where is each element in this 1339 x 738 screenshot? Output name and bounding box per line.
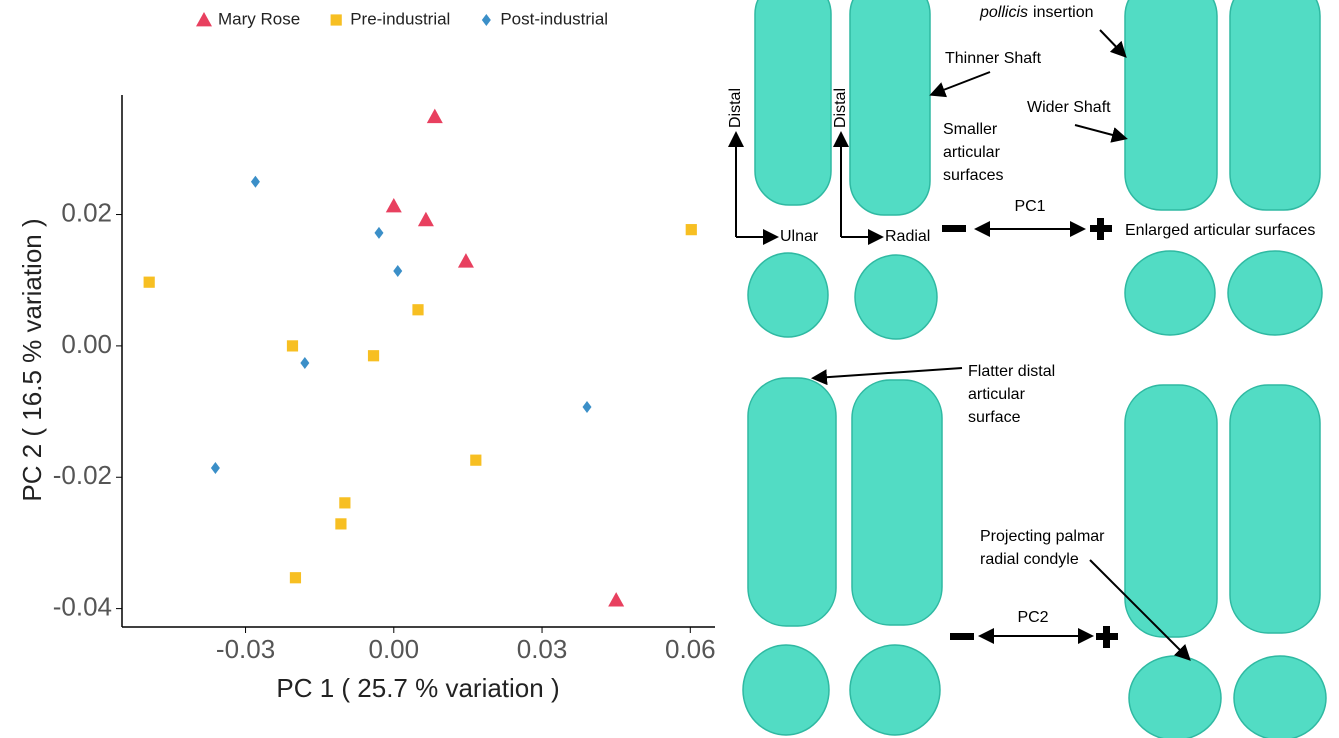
bone-end: [743, 645, 829, 735]
pointer: [815, 368, 962, 378]
annotation: surface: [968, 409, 1021, 426]
legend-marker: [482, 14, 491, 26]
legend-label: Pre-industrial: [350, 9, 450, 28]
annotation: articular: [943, 144, 1001, 161]
point: [458, 253, 474, 267]
point: [374, 227, 383, 239]
y-tick-label: -0.02: [53, 460, 112, 490]
bone-end: [1228, 251, 1322, 335]
bone-end: [748, 253, 828, 337]
annotation: Projecting palmar: [980, 528, 1105, 545]
x-tick-label: -0.03: [216, 634, 275, 664]
pc-label: PC1: [1014, 198, 1045, 215]
point: [386, 198, 402, 212]
axis-label: Distal: [832, 88, 849, 128]
point: [412, 304, 423, 315]
y-tick-label: -0.04: [53, 591, 112, 621]
bone: [748, 378, 836, 626]
bone-end: [855, 255, 937, 339]
bone-end: [850, 645, 940, 735]
point: [368, 350, 379, 361]
point: [335, 518, 346, 529]
minus-sign: [950, 633, 974, 640]
bone: [1230, 385, 1320, 633]
annotation-text: insertion: [1033, 4, 1093, 21]
bone-end: [1125, 251, 1215, 335]
scatter-chart: PC 1 ( 25.7 % variation ) PC 2 ( 16.5 % …: [17, 9, 716, 702]
legend-marker: [331, 14, 342, 25]
legend-label: Mary Rose: [218, 9, 300, 28]
plus-sign: [1103, 626, 1110, 648]
x-tick-label: 0.03: [517, 634, 568, 664]
annotation: Thinner Shaft: [945, 50, 1042, 67]
axis-label: Ulnar: [780, 228, 819, 245]
bone: [1125, 385, 1217, 637]
bone-end: [1234, 656, 1326, 738]
x-axis-label: PC 1 ( 25.7 % variation ): [276, 673, 559, 703]
y-axis-label: PC 2 ( 16.5 % variation ): [17, 218, 47, 501]
annotation: Enlarged articular surfaces: [1125, 222, 1315, 239]
y-tick-label: 0.02: [61, 197, 112, 227]
legend-label: Post-industrial: [500, 9, 608, 28]
point: [251, 176, 260, 188]
point: [144, 277, 155, 288]
point: [608, 592, 624, 606]
bone: [1230, 0, 1320, 210]
plus-sign: [1097, 218, 1104, 240]
point: [583, 401, 592, 413]
axis-label: Distal: [727, 88, 744, 128]
point: [290, 572, 301, 583]
pc-label: PC2: [1017, 609, 1048, 626]
point: [393, 265, 402, 277]
point: [686, 224, 697, 235]
y-tick-label: 0.00: [61, 329, 112, 359]
pointer: [1100, 30, 1124, 55]
point: [427, 109, 443, 123]
legend-marker: [196, 12, 212, 26]
x-tick-label: 0.06: [665, 634, 716, 664]
point: [211, 462, 220, 474]
bone: [1125, 0, 1217, 210]
figure: PC 1 ( 25.7 % variation ) PC 2 ( 16.5 % …: [0, 0, 1339, 738]
pointer: [933, 72, 990, 94]
point: [339, 497, 350, 508]
point: [470, 455, 481, 466]
annotation: Smaller: [943, 121, 998, 138]
point: [418, 212, 434, 226]
bone: [850, 0, 930, 215]
x-tick-label: 0.00: [368, 634, 419, 664]
point: [287, 340, 298, 351]
annotation: surfaces: [943, 167, 1003, 184]
bone: [755, 0, 831, 205]
axis-label: Radial: [885, 228, 930, 245]
bone: [852, 380, 942, 625]
pointer: [1075, 125, 1124, 138]
bone-end: [1129, 656, 1221, 738]
annotation: Flatter distal: [968, 363, 1055, 380]
annotation-italic: pollicis: [979, 4, 1028, 21]
annotation: pollicis insertion: [979, 4, 1094, 21]
annotation: Wider Shaft: [1027, 99, 1111, 116]
minus-sign: [942, 225, 966, 232]
point: [300, 357, 309, 369]
annotation: articular: [968, 386, 1026, 403]
annotation: radial condyle: [980, 551, 1079, 568]
